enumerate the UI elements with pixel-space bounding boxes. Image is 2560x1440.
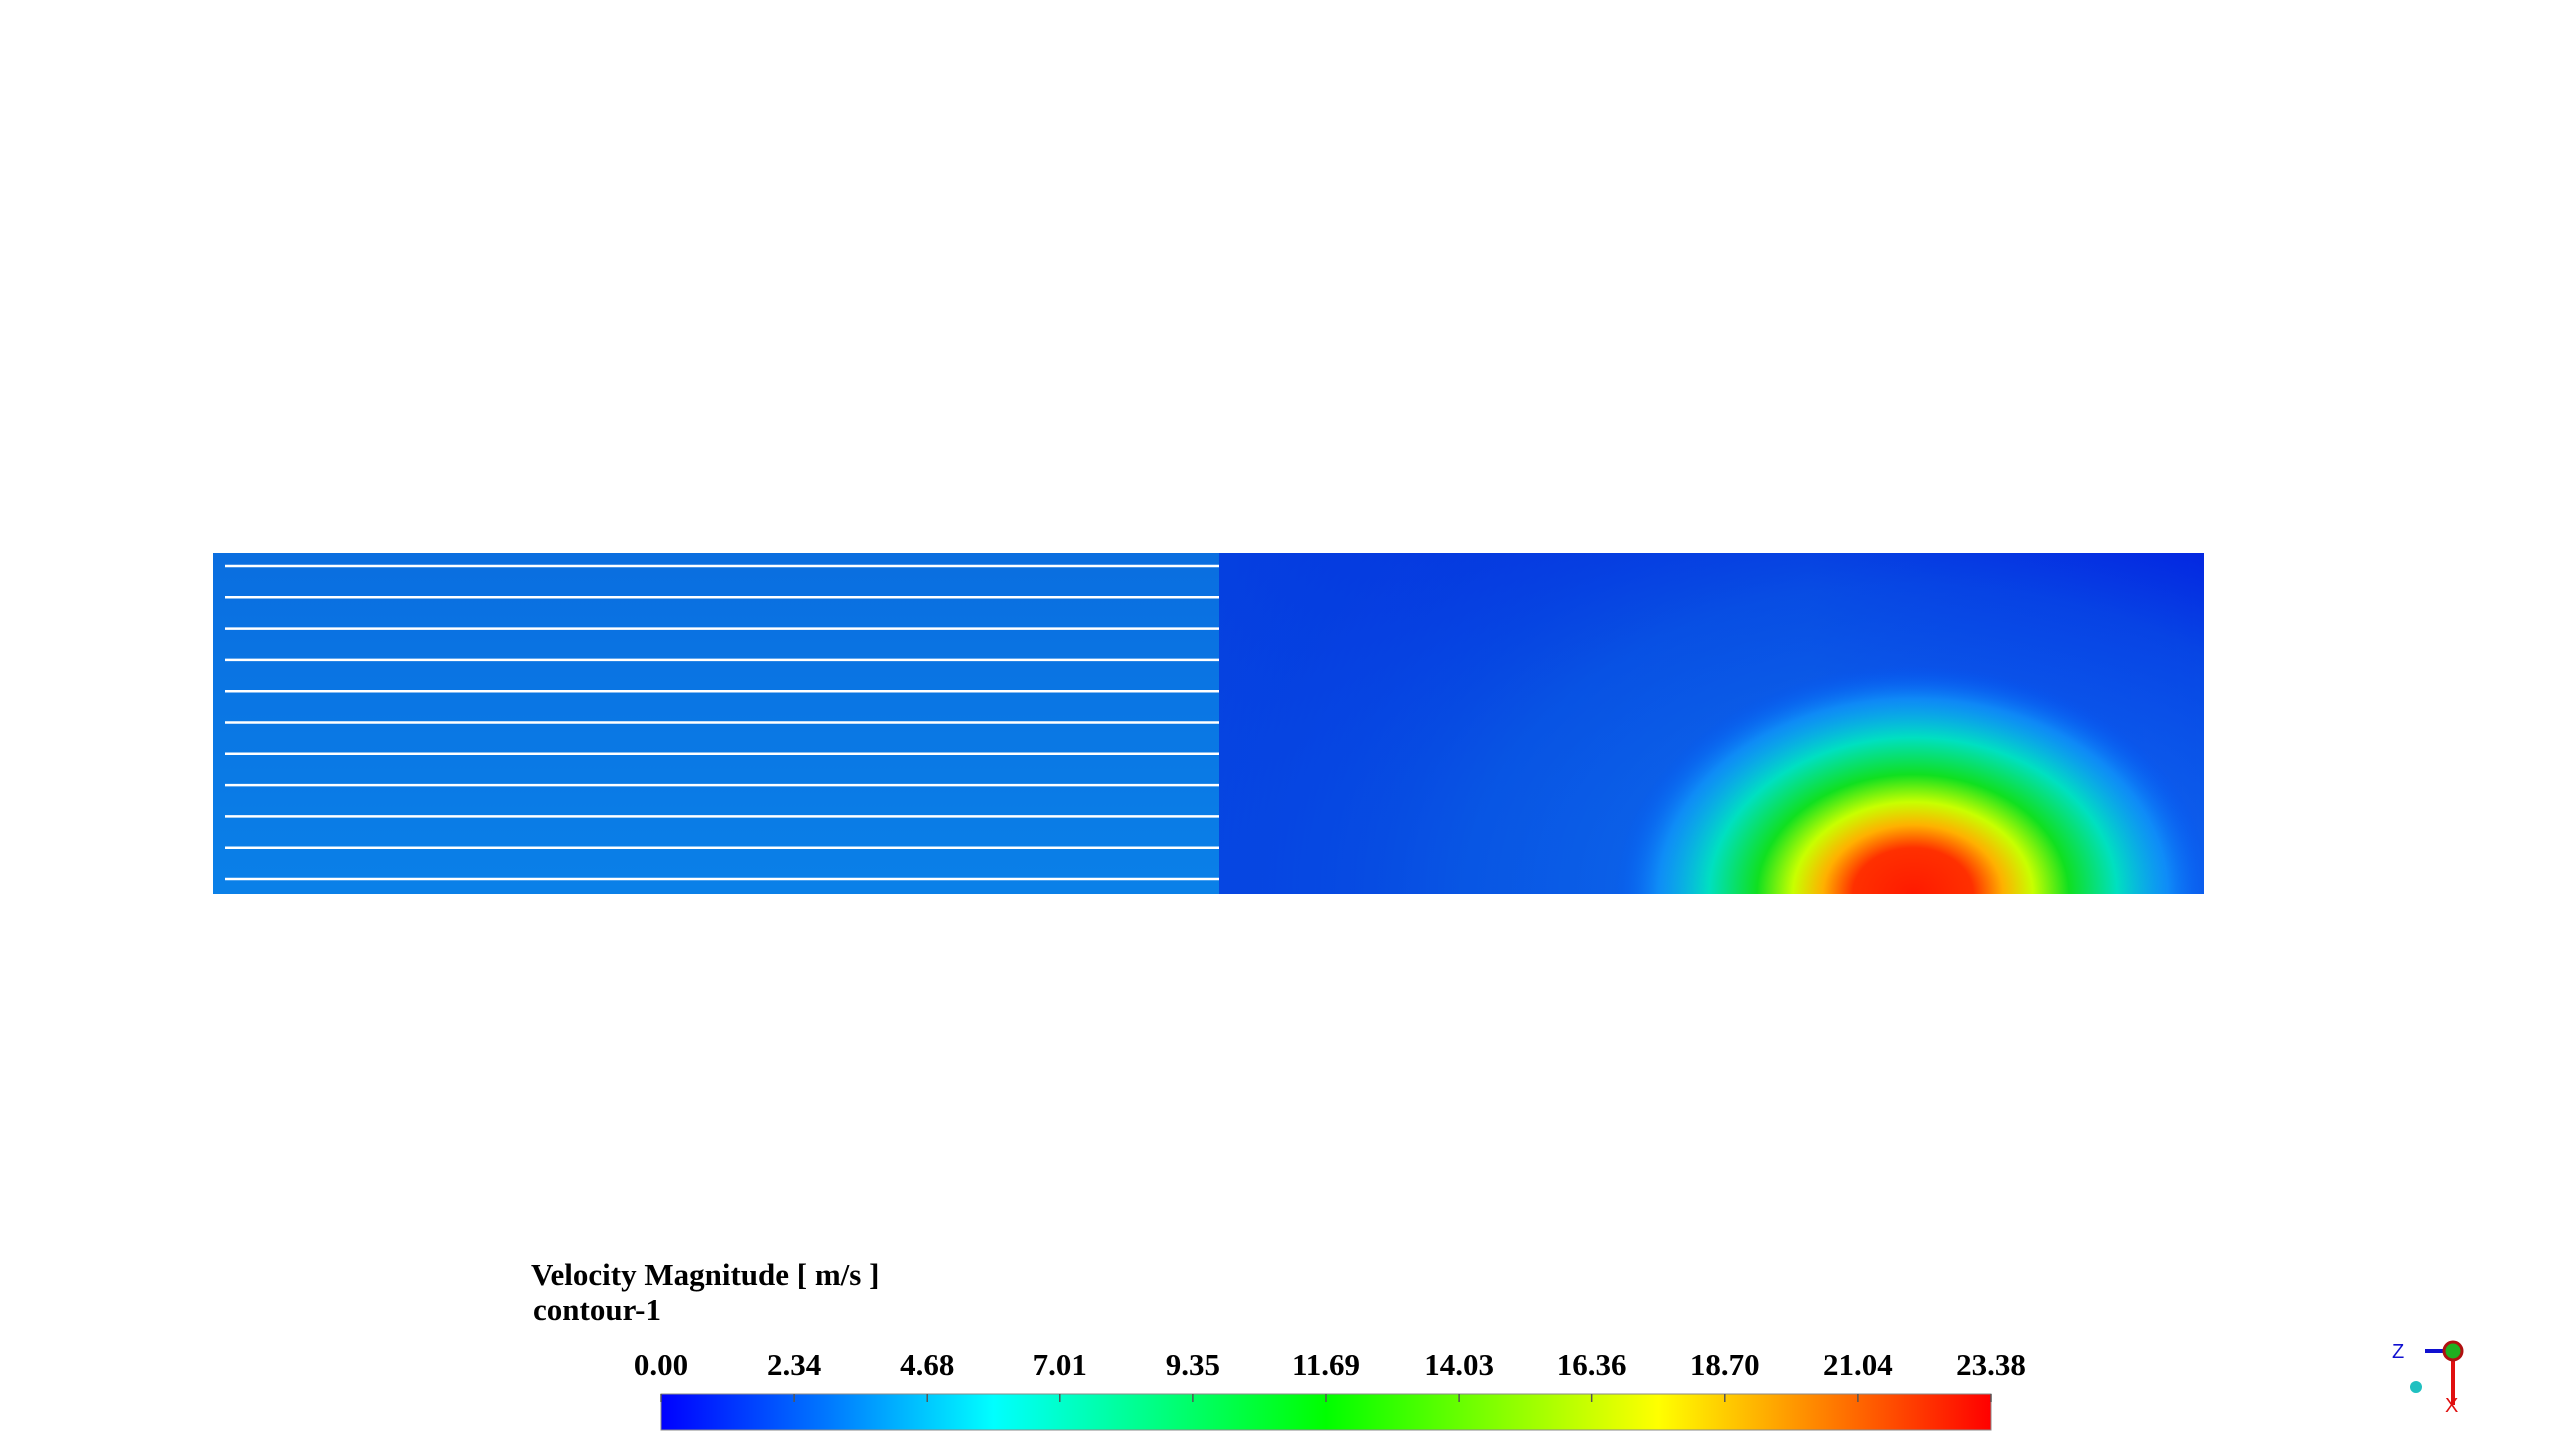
colorbar-tick-label: 11.69 <box>1292 1347 1360 1382</box>
colorbar-tick-label: 7.01 <box>1033 1347 1087 1382</box>
legend-title: Velocity Magnitude [ m/s ] <box>531 1257 879 1292</box>
plates <box>225 564 1219 881</box>
colorbar-tick-label: 23.38 <box>1956 1347 2026 1382</box>
triad-label: Z <box>2392 1341 2404 1363</box>
colorbar-tick-label: 14.03 <box>1424 1347 1494 1382</box>
colorbar-tick-label: 18.70 <box>1690 1347 1760 1382</box>
colorbar-tick-label: 0.00 <box>634 1347 688 1382</box>
colorbar: 0.00 2.34 4.68 7.01 9.35 11.69 14.03 16.36 18.70… <box>634 1347 2026 1431</box>
colorbar-tick-label: 16.36 <box>1557 1347 1627 1382</box>
colorbar-tick-label: 2.34 <box>767 1347 821 1382</box>
triad-label: X <box>2445 1395 2458 1417</box>
contour-field <box>213 553 2204 894</box>
colorbar-tick-label: 21.04 <box>1823 1347 1893 1382</box>
triad-y-axis <box>2442 1340 2464 1362</box>
triad-origin <box>2410 1381 2422 1393</box>
colorbar-tick-label: 4.68 <box>900 1347 954 1382</box>
axis-triad: Z X <box>2392 1340 2464 1417</box>
legend-subtitle: contour-1 <box>533 1292 661 1327</box>
colorbar-tick-label: 9.35 <box>1166 1347 1220 1382</box>
